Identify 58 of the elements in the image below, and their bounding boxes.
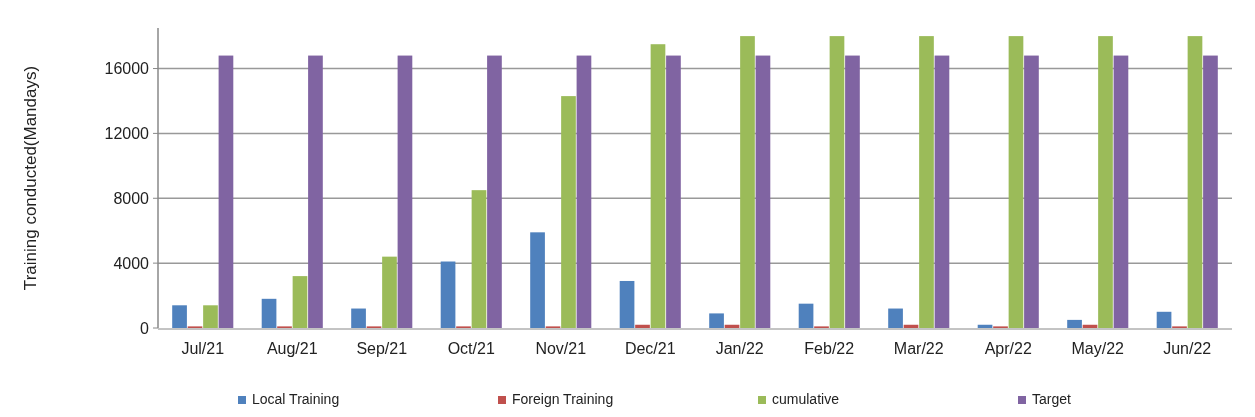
- x-tick-label: Jun/22: [1163, 340, 1212, 357]
- legend-label: cumulative: [772, 391, 840, 407]
- x-tick-label: Jan/22: [715, 340, 764, 357]
- x-tick-label: Jul/21: [181, 340, 225, 357]
- bar: [934, 55, 950, 328]
- y-tick-label: 16000: [104, 60, 150, 78]
- bar: [487, 55, 502, 328]
- x-tick-label: Nov/21: [535, 340, 587, 357]
- bar: [218, 55, 234, 328]
- y-tick-label: 0: [140, 319, 150, 337]
- bar: [1156, 311, 1172, 328]
- x-tick-label: Feb/22: [804, 340, 855, 357]
- x-tick-label: Mar/22: [893, 340, 944, 357]
- bar: [292, 276, 308, 328]
- bar: [1187, 36, 1203, 328]
- y-axis-title: Training conducted(Mandays): [21, 65, 40, 291]
- bar: [172, 305, 187, 328]
- x-tick-label: May/22: [1071, 340, 1125, 357]
- x-tick-label: Sep/21: [356, 340, 408, 357]
- bar: [530, 232, 545, 328]
- bar: [1203, 55, 1218, 328]
- bar: [829, 36, 845, 328]
- bar: [619, 280, 635, 328]
- bar: [755, 55, 771, 328]
- bar: [397, 55, 413, 328]
- legend-label: Target: [1032, 391, 1072, 407]
- bar: [1113, 55, 1129, 328]
- bar: [576, 55, 592, 328]
- bar: [709, 313, 724, 328]
- y-tick-label: 12000: [104, 125, 150, 143]
- bar: [471, 190, 487, 328]
- bar: [919, 36, 934, 328]
- bar: [203, 305, 218, 328]
- legend-label: Local Training: [252, 391, 340, 407]
- y-tick-label: 8000: [113, 189, 150, 207]
- x-tick-label: Aug/21: [266, 340, 318, 357]
- bar: [440, 261, 456, 328]
- bar: [308, 55, 323, 328]
- bar: [1067, 319, 1082, 328]
- legend-label: Foreign Training: [512, 391, 614, 407]
- bar: [1024, 55, 1039, 328]
- bar: [798, 303, 814, 328]
- bar: [351, 308, 366, 328]
- bar: [650, 44, 666, 328]
- bar: [1098, 36, 1113, 328]
- bar: [888, 308, 903, 328]
- x-tick-label: Dec/21: [624, 340, 676, 357]
- bar: [382, 256, 397, 328]
- y-tick-label: 4000: [113, 254, 150, 272]
- bar: [845, 55, 860, 328]
- x-tick-label: Apr/22: [984, 340, 1032, 357]
- x-tick-label: Oct/21: [447, 340, 495, 357]
- bar: [740, 36, 755, 328]
- bar: [1008, 36, 1024, 328]
- bar: [561, 96, 576, 328]
- bar: [666, 55, 681, 328]
- bar: [635, 324, 650, 328]
- bar: [261, 298, 277, 328]
